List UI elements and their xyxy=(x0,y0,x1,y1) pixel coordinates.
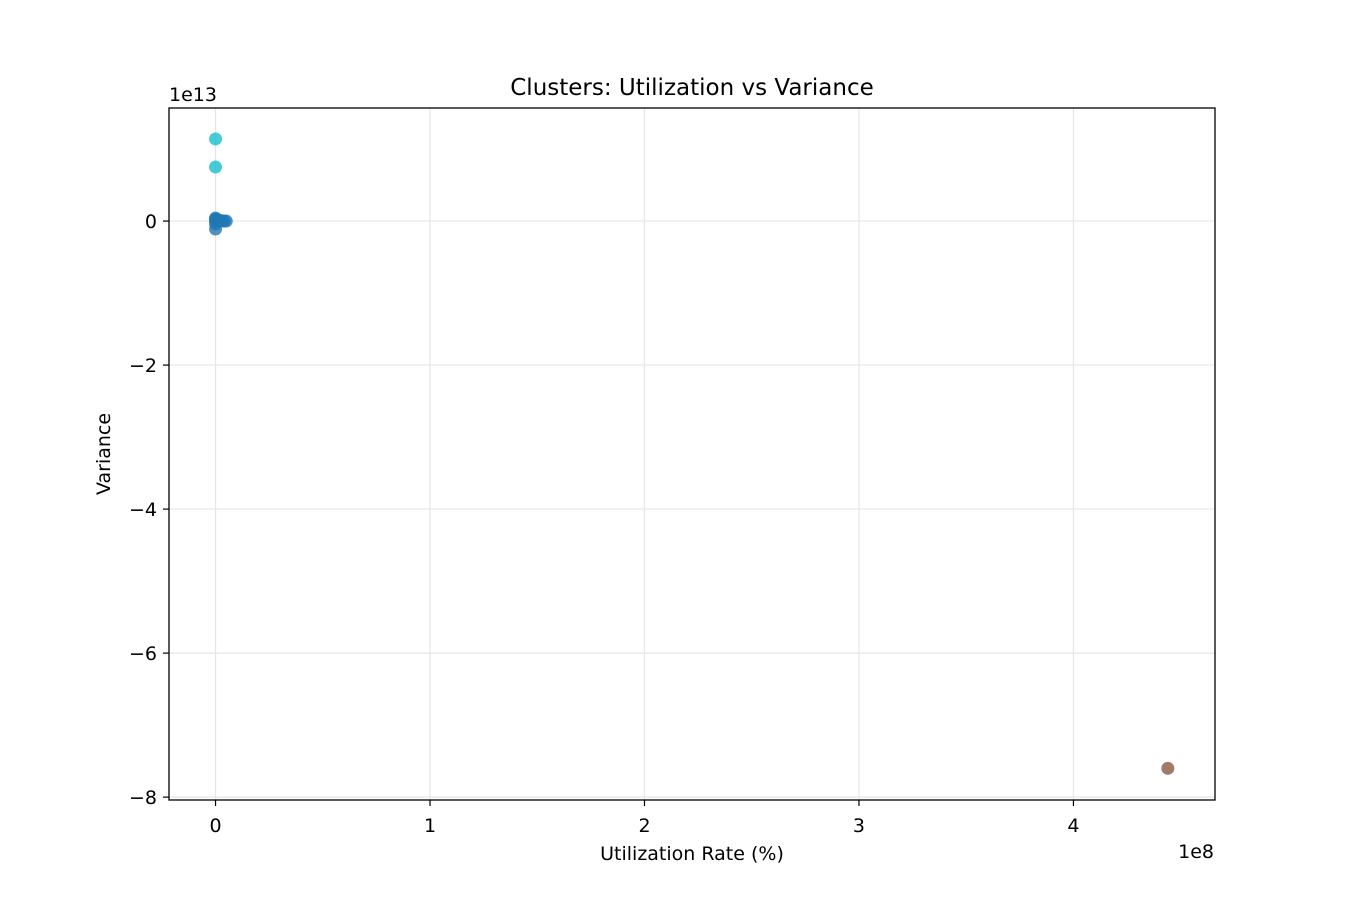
plot-frame xyxy=(168,107,1216,801)
x-tick-label: 2 xyxy=(638,815,650,837)
y-tick-label: 0 xyxy=(145,211,157,233)
data-point xyxy=(1161,761,1175,775)
data-point xyxy=(209,132,223,146)
data-point xyxy=(209,160,223,174)
x-tick-label: 3 xyxy=(853,815,865,837)
y-tick-label: −4 xyxy=(129,499,157,521)
x-tick-label: 1 xyxy=(424,815,436,837)
data-point xyxy=(219,214,233,228)
y-axis-ticks: 0 −2 −4 −6 −8 xyxy=(129,211,169,809)
x-axis-ticks: 0 1 2 3 4 xyxy=(209,800,1079,837)
y-axis-title: Variance xyxy=(93,413,115,495)
x-axis-offset-label: 1e8 xyxy=(1178,841,1214,863)
chart-title: Clusters: Utilization vs Variance xyxy=(510,75,874,101)
x-tick-label: 4 xyxy=(1067,815,1079,837)
y-tick-label: −8 xyxy=(129,787,157,809)
x-axis-title: Utilization Rate (%) xyxy=(600,843,784,865)
y-axis-offset-label: 1e13 xyxy=(169,84,217,106)
data-points xyxy=(209,132,1175,775)
grid xyxy=(169,108,1215,800)
y-tick-label: −6 xyxy=(129,643,157,665)
y-tick-label: −2 xyxy=(129,355,157,377)
x-tick-label: 0 xyxy=(209,815,221,837)
